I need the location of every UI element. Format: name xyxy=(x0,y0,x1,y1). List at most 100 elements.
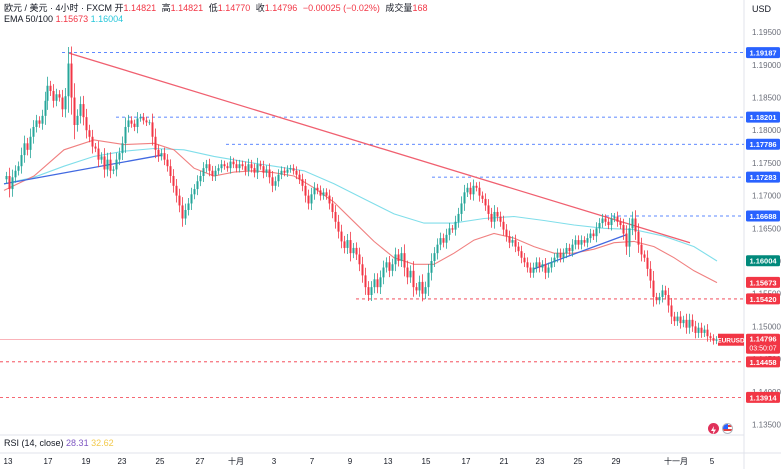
candle xyxy=(325,188,328,200)
candle xyxy=(76,109,79,132)
level-tag xyxy=(746,255,780,267)
candle xyxy=(415,283,418,295)
candle-body xyxy=(247,164,250,171)
candle-body xyxy=(610,218,613,226)
candle xyxy=(535,257,538,273)
candle-body xyxy=(325,192,328,196)
candle-body xyxy=(685,319,688,328)
candle-body xyxy=(421,281,424,294)
candle-body xyxy=(583,240,586,243)
candle xyxy=(382,260,385,285)
candle xyxy=(430,253,433,281)
candle xyxy=(118,147,121,166)
candle-body xyxy=(397,254,400,261)
candle xyxy=(262,160,265,179)
candle-body xyxy=(11,177,14,190)
candle xyxy=(26,137,29,156)
candle-body xyxy=(577,240,580,245)
candle-body xyxy=(484,198,487,206)
candle-body xyxy=(301,179,304,186)
symbol-legend[interactable]: 欧元 / 美元 · 4小时 · FXCM 开1.14821 高1.14821 低… xyxy=(4,3,430,14)
candle xyxy=(391,258,394,277)
candle-body xyxy=(379,277,382,288)
candle-body xyxy=(556,253,559,258)
candle xyxy=(187,197,190,216)
candle xyxy=(44,91,47,125)
candle xyxy=(508,230,511,249)
candle-body xyxy=(103,156,106,170)
candle-body xyxy=(571,244,574,252)
ema100-value: 1.16004 xyxy=(90,14,124,24)
trendline-up xyxy=(3,154,163,185)
candle xyxy=(673,311,676,326)
candle xyxy=(493,205,496,229)
candle xyxy=(421,274,424,302)
x-tick-label: 3 xyxy=(272,457,277,466)
candle xyxy=(355,242,358,260)
candle xyxy=(313,182,316,200)
candle xyxy=(601,213,604,228)
candle xyxy=(484,193,487,211)
candle xyxy=(625,225,628,255)
candle-body xyxy=(655,296,658,301)
candle xyxy=(250,159,253,173)
candle-body xyxy=(439,238,442,245)
y-tick-label: 1.15000 xyxy=(752,322,781,331)
candle-body xyxy=(625,233,628,247)
candle xyxy=(337,214,340,239)
candle xyxy=(544,257,547,280)
candle-body xyxy=(391,264,394,271)
candle-body xyxy=(505,229,508,237)
candle xyxy=(589,228,592,243)
level-tag xyxy=(746,293,780,305)
candle xyxy=(613,212,616,223)
candle xyxy=(676,311,679,326)
candle-body xyxy=(73,97,76,125)
candle xyxy=(61,89,64,117)
candle xyxy=(385,257,388,273)
candle-body xyxy=(142,117,145,121)
candle xyxy=(217,164,220,175)
candle-body xyxy=(295,170,298,175)
candle xyxy=(5,171,8,184)
candle-body xyxy=(244,166,247,171)
candle xyxy=(271,170,274,193)
candle xyxy=(32,120,35,144)
candle xyxy=(100,152,103,164)
candle-body xyxy=(112,169,115,171)
candle-body xyxy=(658,296,661,301)
currency-label[interactable]: USD xyxy=(752,4,772,14)
candle xyxy=(682,315,685,328)
level-tag xyxy=(746,138,780,150)
ema-lines xyxy=(3,139,718,284)
high-key: 高 xyxy=(161,3,171,13)
candle xyxy=(517,241,520,256)
candle xyxy=(661,284,664,303)
candle-body xyxy=(133,123,136,127)
candle-body xyxy=(523,257,526,263)
flash-icon[interactable] xyxy=(708,423,719,435)
candle xyxy=(409,265,412,283)
candle-body xyxy=(121,143,124,154)
candle-body xyxy=(466,187,469,193)
ema-legend[interactable]: EMA 50/100 1.15673 1.16004 xyxy=(4,14,123,25)
candle-body xyxy=(346,240,349,248)
candle-body xyxy=(661,290,664,297)
candle xyxy=(340,224,343,249)
rsi-legend[interactable]: RSI (14, close) 28.31 32.62 xyxy=(4,438,114,448)
candle-body xyxy=(8,176,11,190)
candle xyxy=(634,210,637,240)
candle-body xyxy=(23,143,26,156)
candle xyxy=(310,187,313,211)
candle xyxy=(502,215,505,236)
candle-body xyxy=(601,218,604,224)
candle xyxy=(631,211,634,236)
candle xyxy=(556,248,559,263)
us-flag-icon[interactable] xyxy=(722,423,733,434)
candle xyxy=(571,239,574,257)
candle xyxy=(115,152,118,177)
trendlines[interactable] xyxy=(3,52,691,270)
candle xyxy=(121,136,124,160)
candle-body xyxy=(241,164,244,167)
